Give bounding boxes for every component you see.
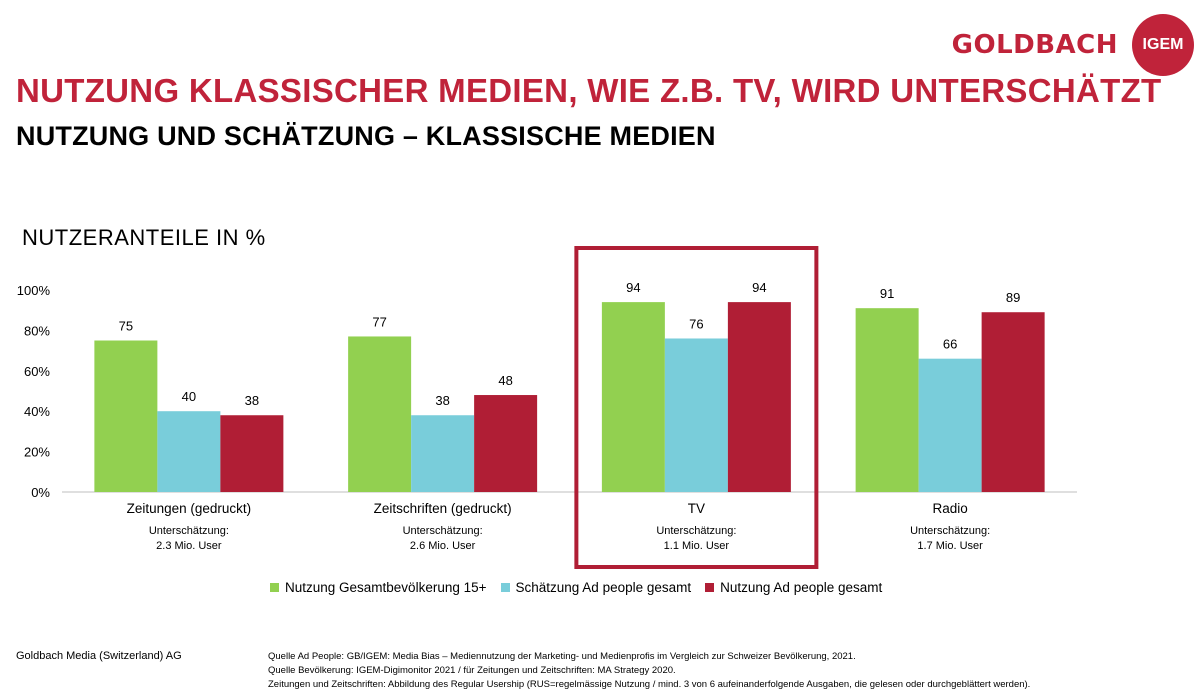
annotation-label: Unterschätzung: — [656, 525, 736, 537]
igem-logo: IGEM — [1132, 14, 1194, 76]
bar — [981, 312, 1045, 492]
data-label: 76 — [689, 316, 703, 331]
x-tick-label: Zeitungen (gedruckt) — [127, 501, 252, 516]
legend-item: Schätzung Ad people gesamt — [500, 580, 692, 595]
legend-swatch — [705, 583, 715, 592]
page-subtitle: NUTZUNG UND SCHÄTZUNG – KLASSISCHE MEDIE… — [16, 121, 716, 151]
bar — [157, 411, 221, 492]
igem-logo-text: IGEM — [1142, 36, 1184, 53]
data-label: 38 — [435, 393, 449, 408]
legend-swatch — [500, 583, 510, 592]
annotation-value: 2.6 Mio. User — [410, 540, 476, 552]
legend-label: Nutzung Gesamtbevölkerung 15+ — [285, 580, 487, 595]
annotation-label: Unterschätzung: — [910, 525, 990, 537]
data-label: 40 — [182, 389, 196, 404]
legend-item: Nutzung Gesamtbevölkerung 15+ — [270, 580, 487, 595]
y-tick-label: 80% — [24, 323, 50, 338]
source-line: Zeitungen und Zeitschriften: Abbildung d… — [268, 679, 1031, 690]
bar — [601, 302, 665, 492]
legend-item: Nutzung Ad people gesamt — [705, 580, 882, 595]
highlight-frame — [574, 246, 819, 569]
bar — [474, 395, 538, 492]
legend-label: Nutzung Ad people gesamt — [720, 580, 883, 595]
chart-legend: Nutzung Gesamtbevölkerung 15+ Schätzung … — [270, 580, 882, 595]
x-tick-label: Radio — [932, 501, 967, 516]
annotation-value: 1.7 Mio. User — [917, 540, 983, 552]
y-tick-label: 40% — [24, 404, 50, 419]
data-label: 48 — [498, 373, 512, 388]
bar — [411, 415, 475, 492]
bar — [727, 302, 791, 492]
y-tick-label: 0% — [31, 485, 50, 500]
legend-label: Schätzung Ad people gesamt — [515, 580, 692, 595]
data-label: 89 — [1006, 290, 1020, 305]
y-tick-label: 100% — [17, 283, 51, 298]
y-tick-label: 20% — [24, 445, 50, 460]
annotation-value: 1.1 Mio. User — [664, 540, 730, 552]
data-label: 94 — [752, 280, 766, 295]
source-line: Quelle Ad People: GB/IGEM: Media Bias – … — [268, 651, 856, 662]
data-label: 66 — [943, 337, 957, 352]
data-label: 91 — [880, 286, 894, 301]
bar — [348, 336, 412, 492]
annotation-label: Unterschätzung: — [149, 525, 229, 537]
annotation-label: Unterschätzung: — [403, 525, 483, 537]
bar — [220, 415, 284, 492]
chart-label: NUTZERANTEILE IN % — [22, 225, 266, 250]
data-label: 77 — [372, 314, 386, 329]
page-title: NUTZUNG KLASSISCHER MEDIEN, WIE Z.B. TV,… — [16, 72, 1162, 109]
footer-company: Goldbach Media (Switzerland) AG — [16, 650, 182, 662]
brand: GOLDBACH IGEM — [952, 14, 1194, 76]
bar-chart: 0% 20% 40% 60% 80% 100% 75 40 38 Zeitungen (gedru… — [17, 246, 1077, 569]
data-label: 38 — [245, 393, 259, 408]
y-tick-label: 60% — [24, 364, 50, 379]
bar — [664, 338, 728, 492]
bar — [855, 308, 919, 492]
annotation-value: 2.3 Mio. User — [156, 540, 222, 552]
legend-swatch — [270, 583, 279, 592]
x-tick-label: TV — [688, 501, 705, 516]
bar — [918, 358, 982, 492]
source-line: Quelle Bevölkerung: IGEM-Digimonitor 202… — [268, 665, 676, 676]
x-tick-label: Zeitschriften (gedruckt) — [374, 501, 512, 516]
footer-sources: Quelle Ad People: GB/IGEM: Media Bias – … — [268, 650, 1030, 692]
brand-name: GOLDBACH — [951, 30, 1118, 60]
data-label: 75 — [119, 319, 133, 334]
data-label: 94 — [626, 280, 640, 295]
bar — [94, 340, 158, 492]
